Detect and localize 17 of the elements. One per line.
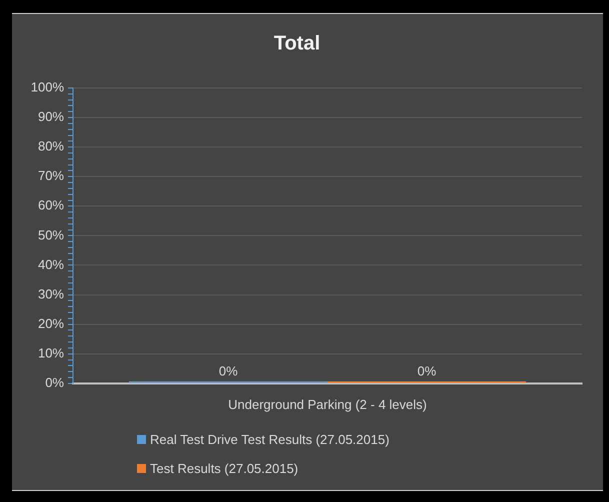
y-tick-label: 40% bbox=[38, 256, 64, 272]
y-tick-label: 50% bbox=[38, 227, 64, 242]
y-tick-label: 20% bbox=[38, 316, 64, 331]
legend-label: Real Test Drive Test Results (27.05.2015) bbox=[150, 432, 390, 447]
data-label: 0% bbox=[417, 363, 437, 378]
y-tick-label: 80% bbox=[38, 138, 64, 154]
x-tick-label: Underground Parking (2 - 4 levels) bbox=[228, 396, 427, 412]
y-tick-label: 90% bbox=[38, 109, 64, 124]
y-tick-label: 60% bbox=[38, 198, 64, 213]
y-tick-label: 100% bbox=[30, 80, 64, 95]
chart-title: Total bbox=[274, 32, 320, 55]
data-label: 0% bbox=[218, 363, 238, 378]
y-tick-label: 0% bbox=[45, 374, 64, 390]
y-tick-label: 30% bbox=[38, 286, 64, 302]
y-tick-label: 10% bbox=[38, 345, 64, 360]
y-tick-label: 70% bbox=[38, 168, 64, 184]
legend-label: Test Results (27.05.2015) bbox=[150, 461, 298, 476]
